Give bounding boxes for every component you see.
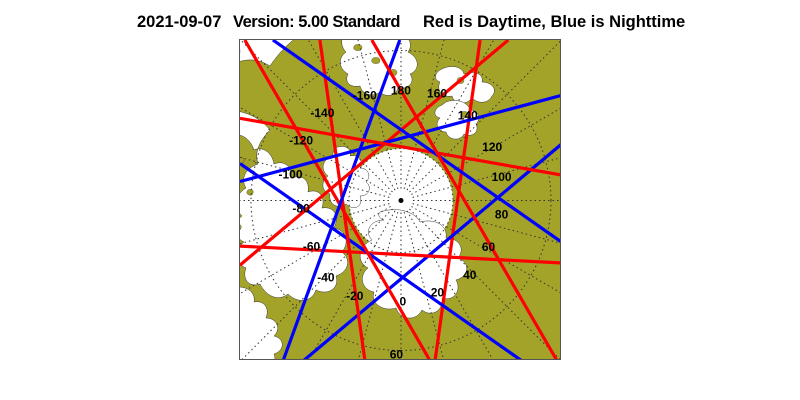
svg-text:100: 100 <box>492 170 512 184</box>
svg-text:160: 160 <box>427 87 447 101</box>
svg-text:80: 80 <box>495 208 509 222</box>
svg-text:120: 120 <box>482 140 502 154</box>
svg-text:-80: -80 <box>292 202 310 216</box>
svg-text:-100: -100 <box>278 168 302 182</box>
svg-text:180: 180 <box>391 83 411 97</box>
svg-text:60: 60 <box>390 348 404 360</box>
svg-text:-160: -160 <box>353 89 377 103</box>
svg-text:-140: -140 <box>310 106 334 120</box>
svg-text:-120: -120 <box>289 134 313 148</box>
svg-text:-20: -20 <box>346 289 364 303</box>
svg-text:20: 20 <box>431 286 445 300</box>
svg-text:-60: -60 <box>303 239 321 253</box>
svg-text:40: 40 <box>463 268 477 282</box>
svg-text:-40: -40 <box>317 270 335 284</box>
svg-text:0: 0 <box>400 294 407 308</box>
svg-text:60: 60 <box>482 240 496 254</box>
svg-text:140: 140 <box>458 108 478 122</box>
